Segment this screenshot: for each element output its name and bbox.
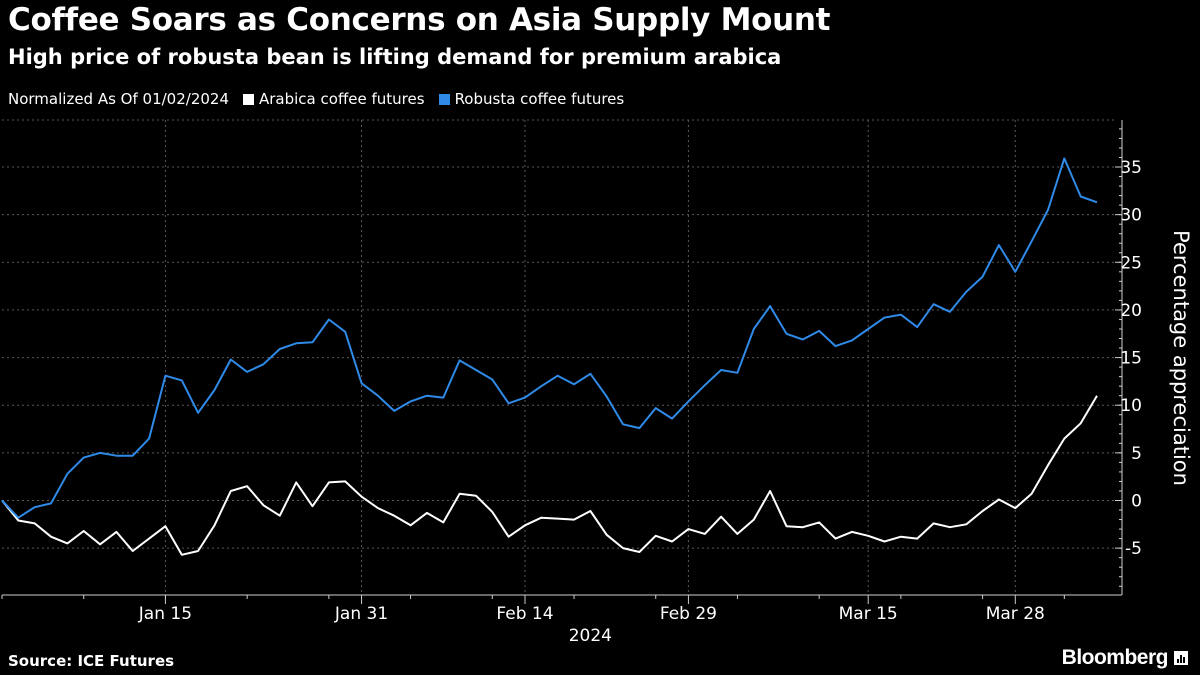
y-tick-label: 35: [1120, 158, 1142, 178]
x-year-label: 2024: [569, 626, 612, 646]
series-line-arabica: [1, 395, 1098, 556]
legend-item-robusta: Robusta coffee futures: [438, 90, 625, 108]
legend: Normalized As Of 01/02/2024 Arabica coff…: [8, 90, 624, 108]
x-tick-label: Feb 14: [496, 604, 553, 624]
source-note: Source: ICE Futures: [8, 652, 175, 670]
x-tick-label: Feb 29: [660, 604, 717, 624]
x-tick-label: Jan 31: [334, 604, 388, 624]
axis-labels: Jan 15 Jan 31 Feb 14 Feb 29 Mar 15 Mar 28 2024…: [138, 158, 1193, 646]
y-tick-label: -5: [1125, 539, 1142, 559]
series-line-robusta: [1, 157, 1098, 519]
legend-swatch-robusta: [438, 93, 450, 105]
series-lines: [1, 157, 1098, 556]
x-tick-label: Mar 28: [986, 604, 1045, 624]
y-tick-label: 0: [1131, 492, 1142, 512]
legend-label-robusta: Robusta coffee futures: [454, 90, 625, 108]
x-tick-label: Jan 15: [138, 604, 192, 624]
chart-subtitle: High price of robusta bean is lifting de…: [8, 45, 782, 69]
legend-swatch-arabica: [243, 93, 254, 105]
legend-item-arabica: Arabica coffee futures: [243, 90, 425, 108]
y-tick-label: 20: [1120, 301, 1142, 321]
y-tick-label: 5: [1131, 444, 1142, 464]
y-tick-label: 15: [1120, 349, 1142, 369]
chart-title: Coffee Soars as Concerns on Asia Supply …: [8, 2, 831, 38]
bloomberg-chart-icon: [1174, 651, 1188, 665]
axes: [1, 120, 1123, 604]
legend-note: Normalized As Of 01/02/2024: [8, 90, 229, 108]
y-axis-title: Percentage appreciation: [1169, 230, 1193, 486]
y-tick-label: 25: [1120, 253, 1142, 273]
legend-label-arabica: Arabica coffee futures: [259, 90, 425, 108]
brand-name: Bloomberg: [1061, 646, 1169, 669]
x-tick-label: Mar 15: [839, 604, 898, 624]
y-tick-label: 10: [1120, 396, 1142, 416]
grid-lines: [2, 119, 1116, 595]
brand-logo: Bloomberg: [1062, 646, 1188, 670]
y-tick-label: 30: [1120, 206, 1142, 226]
